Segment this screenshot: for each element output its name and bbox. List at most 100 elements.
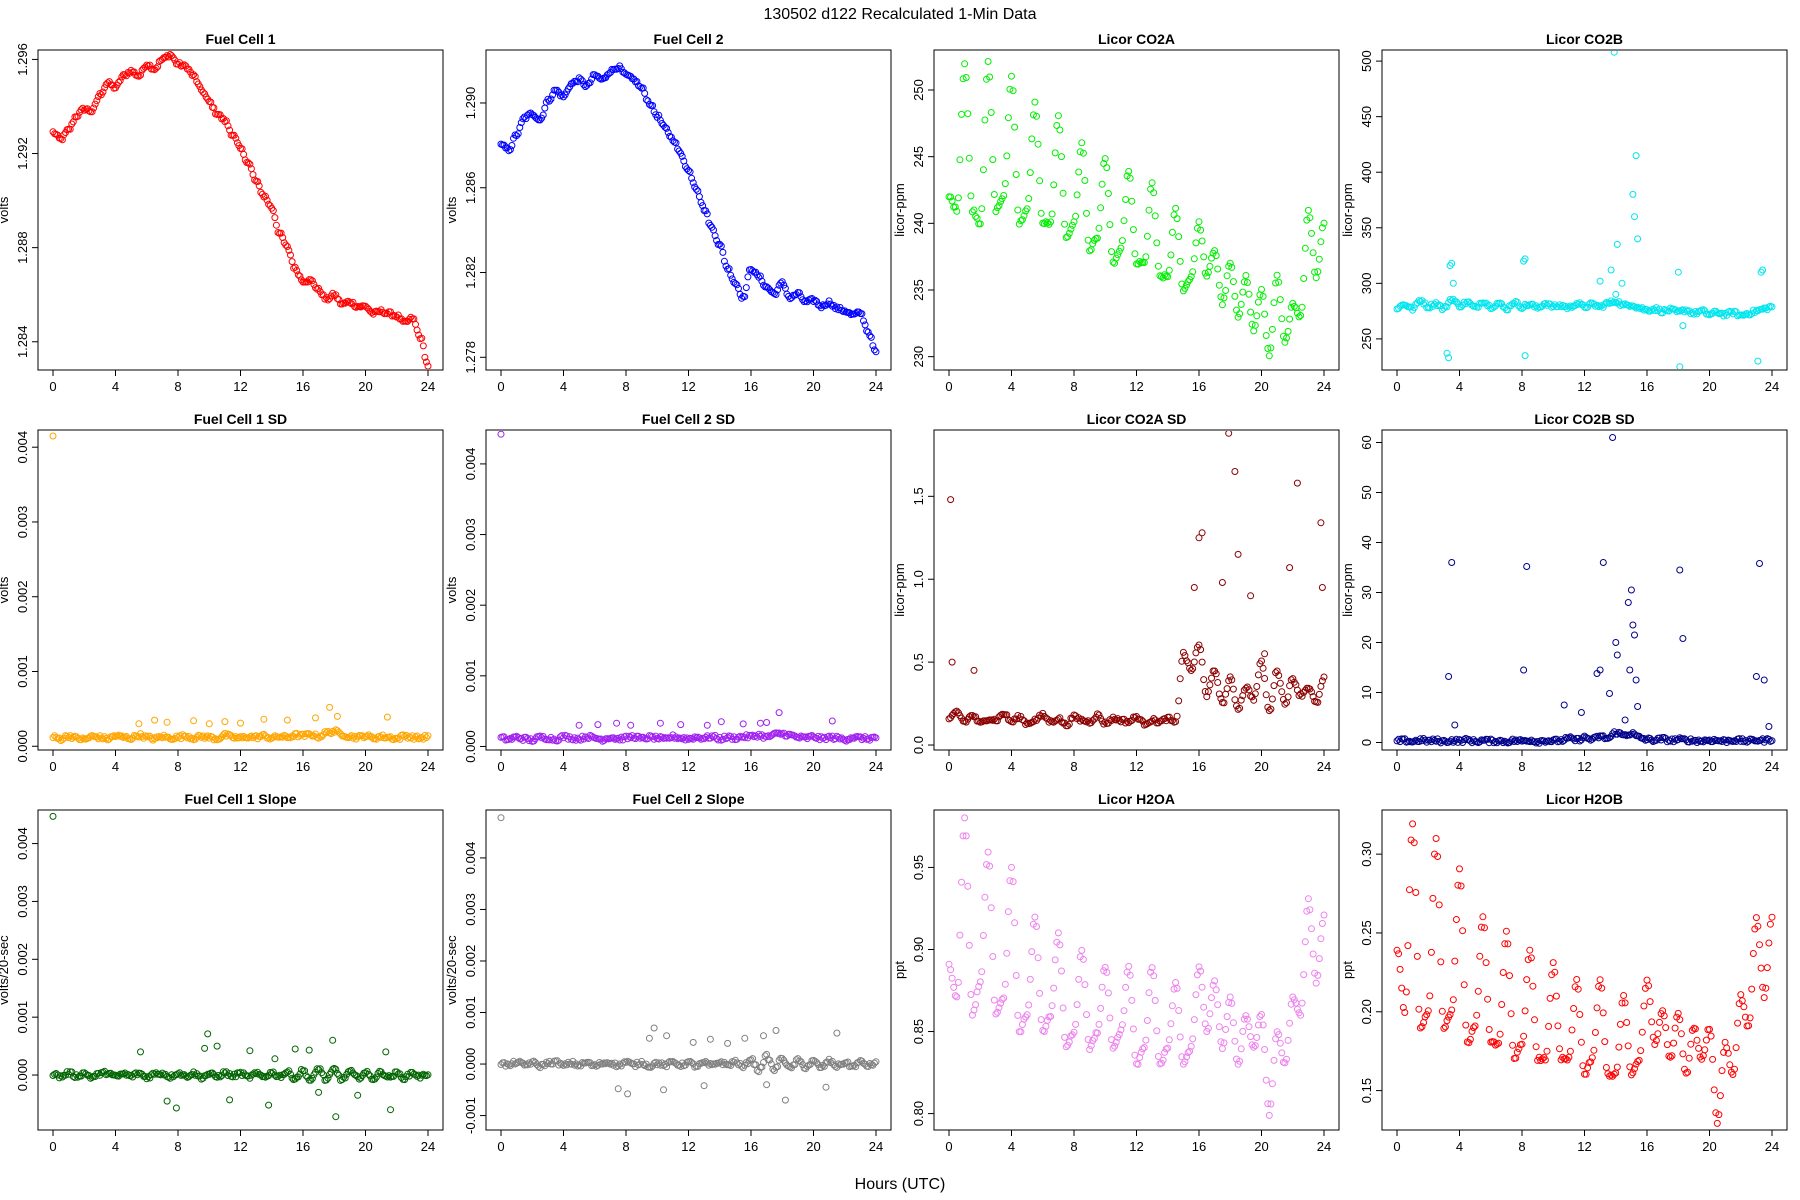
data-point	[1749, 950, 1757, 957]
data-point	[1284, 1036, 1292, 1044]
x-tick-label: 12	[1577, 759, 1591, 774]
data-point	[1234, 705, 1242, 713]
data-point	[1214, 679, 1222, 686]
data-point	[1095, 711, 1103, 719]
data-point	[967, 991, 975, 998]
data-point	[251, 1069, 259, 1077]
data-point	[1012, 972, 1020, 979]
data-point	[544, 95, 552, 103]
data-point	[1516, 736, 1524, 744]
x-tick-label: 20	[1254, 379, 1268, 394]
x-tick-label: 24	[1765, 759, 1779, 774]
y-tick-label: 0.90	[911, 937, 926, 962]
data-point	[1295, 692, 1303, 699]
x-tick-label: 20	[1702, 759, 1716, 774]
data-point	[418, 334, 426, 342]
data-point	[1297, 1011, 1305, 1019]
plot-frame	[1381, 49, 1788, 371]
data-point	[1595, 303, 1603, 311]
data-point	[1264, 1100, 1272, 1108]
x-tick-label: 0	[1393, 379, 1400, 394]
data-point	[222, 732, 230, 740]
x-tick-label: 16	[1640, 379, 1654, 394]
data-point	[222, 117, 230, 125]
data-point	[1150, 189, 1158, 197]
data-point	[1183, 281, 1190, 289]
data-point	[1214, 265, 1222, 273]
x-tick-label: 8	[1518, 379, 1525, 394]
outlier-point	[1560, 701, 1568, 709]
data-point	[845, 736, 853, 744]
data-point	[205, 1070, 213, 1078]
data-point	[1317, 238, 1325, 246]
data-point	[1120, 217, 1128, 225]
data-point	[1189, 268, 1197, 276]
data-point	[1426, 992, 1434, 1000]
data-point	[1498, 1001, 1506, 1008]
x-tick-label: 8	[622, 1139, 629, 1154]
data-point	[1114, 251, 1122, 259]
data-point	[1062, 1043, 1070, 1051]
outlier-point	[1679, 635, 1687, 642]
data-point	[310, 280, 318, 288]
panel-title: Fuel Cell 2 Slope	[632, 791, 744, 807]
outlier-point	[656, 719, 664, 727]
data-point	[143, 1075, 151, 1083]
outlier-point	[1234, 550, 1242, 558]
data-point	[811, 296, 819, 304]
data-point	[1218, 1045, 1226, 1053]
outlier-point	[1317, 519, 1325, 527]
data-point	[608, 1059, 616, 1067]
y-axis-label: volts	[444, 196, 459, 223]
data-point	[90, 104, 98, 112]
data-point	[1222, 287, 1230, 294]
panel-1: Fuel Cell 1 0 4 8 12 16 20 24 1.284 1.288 1.292 1.2…	[0, 31, 444, 394]
data-point	[1175, 1007, 1183, 1014]
data-point	[1101, 963, 1109, 971]
data-point	[1129, 226, 1137, 234]
data-points	[49, 812, 432, 1121]
data-point	[1097, 1004, 1105, 1012]
data-point	[152, 64, 160, 72]
data-point	[1702, 1036, 1710, 1044]
outlier-point	[1613, 240, 1621, 248]
outlier-point	[1190, 584, 1198, 591]
data-point	[1290, 996, 1298, 1004]
data-point	[1122, 983, 1130, 991]
data-point	[332, 291, 340, 299]
outlier-point	[312, 714, 319, 722]
data-point	[1086, 1046, 1094, 1053]
data-point	[1142, 1036, 1150, 1044]
data-point	[1083, 1011, 1090, 1019]
outlier-point	[1577, 709, 1585, 716]
panel-4: Licor CO2B 0 4 8 12 16 20 24 250 300 350 400 450 500 l…	[1340, 31, 1788, 394]
data-point	[1506, 972, 1513, 980]
data-point	[1047, 218, 1055, 226]
data-point	[1083, 209, 1090, 217]
data-point	[1552, 992, 1560, 1000]
data-points	[1393, 434, 1776, 747]
outlier-point	[1451, 721, 1459, 729]
data-point	[993, 204, 1001, 212]
data-point	[1701, 1046, 1709, 1054]
x-tick-label: 4	[1008, 759, 1015, 774]
data-point	[1072, 212, 1080, 220]
plot-frame	[933, 49, 1340, 371]
data-point	[1443, 303, 1451, 311]
data-point	[1175, 233, 1183, 241]
data-point	[421, 353, 429, 361]
data-point	[1154, 262, 1162, 270]
x-tick-label: 24	[1317, 379, 1331, 394]
data-point	[1549, 959, 1557, 967]
data-points	[945, 58, 1328, 360]
y-tick-label: 1.292	[15, 137, 30, 170]
data-point	[978, 205, 986, 213]
data-point	[1565, 303, 1573, 311]
data-point	[1421, 299, 1429, 307]
data-point	[989, 953, 997, 960]
data-point	[1423, 1011, 1431, 1019]
data-point	[681, 736, 689, 744]
outlier-point	[1596, 277, 1604, 285]
data-point	[1501, 940, 1509, 948]
data-point	[1681, 308, 1688, 316]
